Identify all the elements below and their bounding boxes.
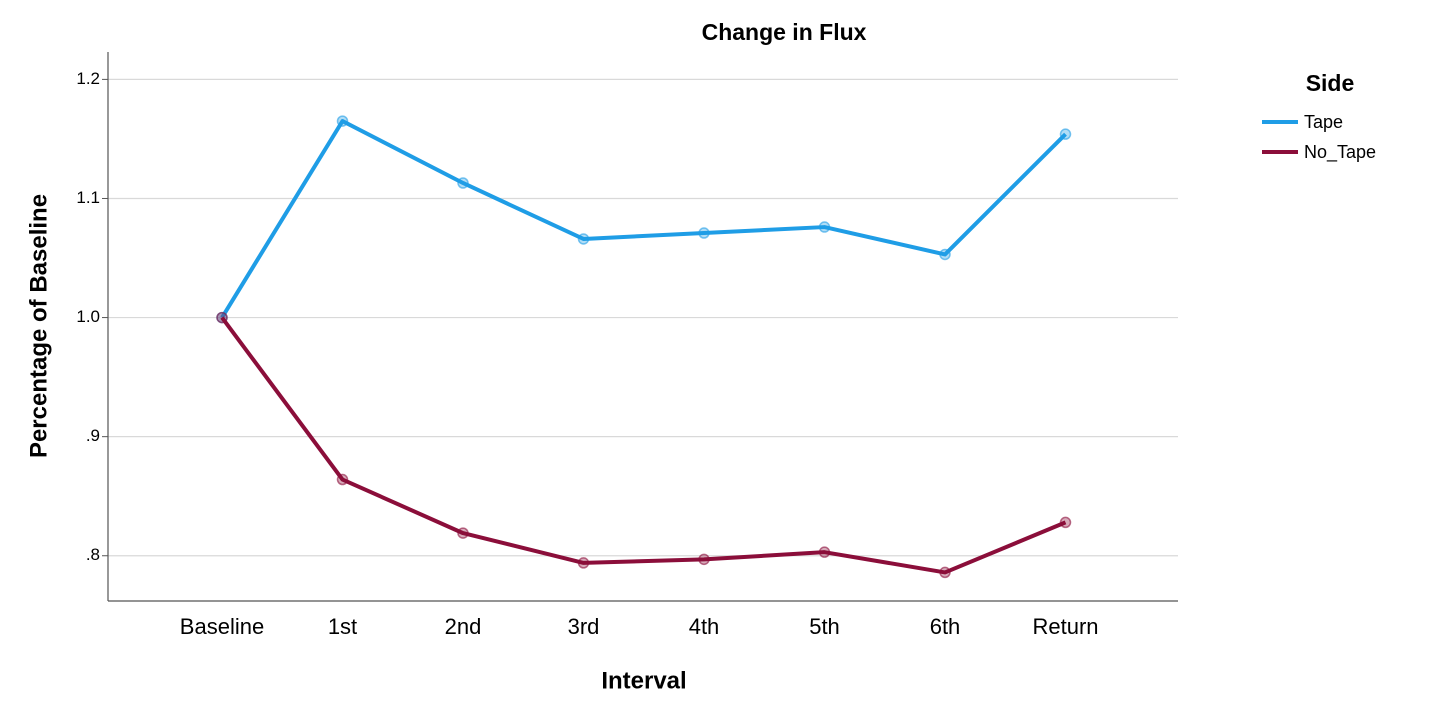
point-marker <box>939 566 951 579</box>
y-tick-label: 1.2 <box>76 69 100 88</box>
point-marker <box>698 227 710 239</box>
y-tick-label: .9 <box>86 426 100 445</box>
y-tick-label: 1.0 <box>76 307 100 326</box>
x-tick-label: Return <box>1032 614 1098 639</box>
point-marker <box>457 527 469 539</box>
legend-title: Side <box>1306 70 1355 96</box>
x-tick-label: 1st <box>328 614 357 639</box>
point-marker <box>577 233 590 245</box>
x-tick-label: 6th <box>930 614 961 639</box>
x-tick-label: 2nd <box>445 614 482 639</box>
y-axis-title: Percentage of Baseline <box>25 194 52 458</box>
point-marker <box>939 248 951 261</box>
point-marker <box>1059 516 1072 529</box>
series-line <box>220 119 1067 319</box>
point-marker <box>698 553 710 566</box>
x-tick-label: Baseline <box>180 614 264 639</box>
chart-title: Change in Flux <box>702 19 867 45</box>
x-tick-label: 5th <box>809 614 840 639</box>
y-tick-label: 1.1 <box>76 188 100 207</box>
x-tick-label: 4th <box>689 614 720 639</box>
point-marker <box>1059 128 1072 140</box>
point-marker <box>818 221 831 233</box>
point-marker <box>336 115 349 127</box>
point-marker <box>336 473 349 486</box>
y-tick-label: .8 <box>86 545 100 564</box>
point-marker <box>577 557 590 569</box>
x-axis-title: Interval <box>601 667 686 694</box>
point-marker <box>818 546 831 558</box>
x-tick-label: 3rd <box>568 614 600 639</box>
series-line <box>220 316 1067 575</box>
legend-label: Tape <box>1304 112 1343 132</box>
legend-label: No_Tape <box>1304 142 1376 163</box>
point-marker <box>216 311 228 324</box>
point-marker <box>457 177 469 189</box>
